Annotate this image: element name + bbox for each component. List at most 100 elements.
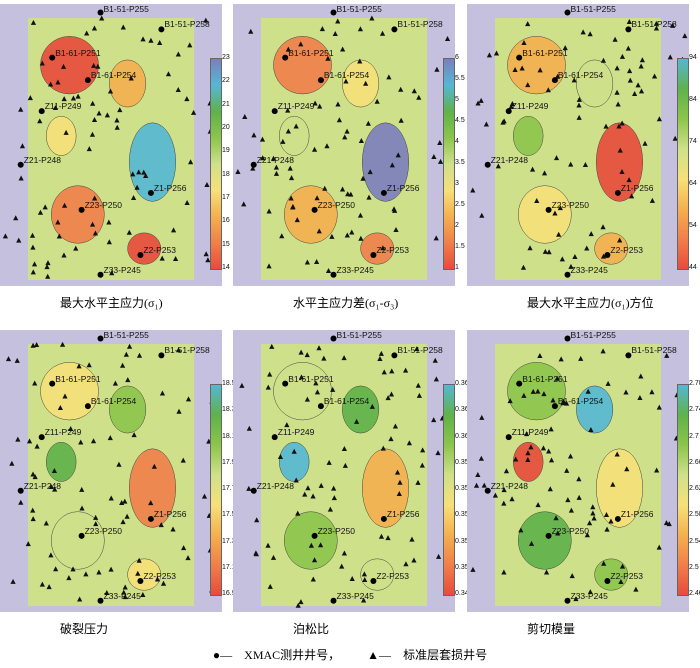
- damaged-well-marker: [473, 482, 480, 488]
- colorbar-tick-label: 1.5: [455, 243, 465, 250]
- contour-region: [507, 362, 566, 421]
- well-label: B1-51-P255: [336, 4, 382, 14]
- xmac-well-marker: [38, 108, 45, 115]
- contour-region: [576, 59, 614, 108]
- damaged-well-marker: [569, 573, 575, 579]
- damaged-well-marker: [563, 400, 570, 406]
- damaged-well-marker: [584, 532, 590, 538]
- damaged-well-marker: [411, 88, 417, 94]
- damaged-well-marker: [642, 140, 648, 146]
- damaged-well-marker: [316, 228, 322, 234]
- damaged-well-marker: [614, 65, 620, 71]
- well-label: B1-61-P254: [557, 396, 604, 407]
- damaged-well-marker: [339, 186, 346, 192]
- colorbar-tick-label: 0.35: [455, 563, 469, 571]
- well-label: Z2-P253: [143, 244, 176, 255]
- damaged-well-marker: [93, 521, 99, 527]
- contour-panel-3: B1-51-P255 B1-51-P258 B1-61-P251 B1-61-P254…: [467, 0, 699, 320]
- damaged-well-marker: [365, 120, 371, 126]
- damaged-well-marker: [626, 177, 632, 183]
- well-label: Z21-P248: [490, 480, 529, 491]
- damaged-well-marker: [416, 392, 422, 398]
- damaged-well-marker: [248, 28, 254, 34]
- contour-region: [50, 185, 105, 244]
- damaged-well-marker: [134, 184, 140, 190]
- xmac-well-marker: [97, 335, 104, 342]
- contour-region: [576, 385, 614, 434]
- damaged-well-marker: [512, 67, 518, 73]
- damaged-well-marker: [241, 201, 247, 207]
- damaged-well-marker: [31, 261, 38, 267]
- damaged-well-marker: [433, 376, 439, 382]
- well-label: B1-61-P251: [288, 47, 334, 58]
- damaged-well-marker: [623, 389, 629, 395]
- damaged-well-marker: [601, 560, 607, 566]
- damaged-well-marker: [317, 103, 323, 109]
- damaged-well-marker: [126, 343, 133, 349]
- damaged-well-marker: [396, 491, 402, 497]
- colorbar-tick-label: 3: [455, 180, 459, 187]
- damaged-well-marker: [576, 102, 582, 108]
- damaged-well-marker: [121, 589, 127, 595]
- damaged-well-marker: [543, 569, 550, 575]
- damaged-well-marker: [285, 128, 291, 134]
- contour-panel-4: B1-51-P255 B1-51-P258 B1-61-P251 B1-61-P254…: [0, 326, 236, 646]
- damaged-well-marker: [304, 396, 310, 402]
- damaged-well-marker: [108, 495, 114, 501]
- damaged-well-marker: [617, 147, 623, 153]
- damaged-well-marker: [314, 259, 320, 265]
- damaged-well-marker: [114, 124, 120, 130]
- xmac-well-marker: [625, 352, 632, 359]
- colorbar-tick-label: 18.5: [222, 380, 236, 387]
- damaged-well-marker: [117, 107, 123, 113]
- colorbar-tick-label: 17.1: [222, 563, 236, 571]
- damaged-well-marker: [42, 204, 48, 210]
- damaged-well-marker: [70, 95, 77, 101]
- xmac-well-marker: [564, 271, 571, 278]
- well-label: Z1-P256: [386, 508, 420, 519]
- damaged-well-marker: [614, 451, 620, 457]
- colorbar-tick-label: 84: [689, 96, 697, 103]
- damaged-well-marker: [148, 37, 154, 43]
- damaged-well-marker: [616, 123, 622, 129]
- damaged-well-marker: [52, 486, 58, 492]
- damaged-well-marker: [576, 476, 582, 482]
- damaged-well-marker: [567, 453, 574, 459]
- damaged-well-marker: [267, 371, 273, 377]
- damaged-well-marker: [656, 116, 662, 122]
- well-label: Z2-P253: [610, 244, 643, 255]
- colorbar-tick-label: 74: [689, 138, 697, 145]
- damaged-well-marker: [627, 77, 633, 83]
- damaged-well-marker: [617, 237, 623, 243]
- xmac-well-marker: [330, 335, 337, 342]
- damaged-well-marker: [573, 596, 579, 602]
- contour-panel-1: B1-51-P255 B1-51-P258 B1-61-P251 B1-61-P254…: [0, 0, 232, 320]
- damaged-well-marker: [525, 82, 531, 88]
- damaged-well-marker: [32, 380, 38, 386]
- damaged-well-marker: [568, 507, 574, 513]
- damaged-well-marker: [76, 363, 82, 369]
- damaged-well-marker: [291, 448, 297, 454]
- damaged-well-marker: [187, 42, 193, 48]
- damaged-well-marker: [478, 97, 484, 103]
- colorbar: [677, 384, 689, 596]
- damaged-well-marker: [546, 448, 552, 454]
- damaged-well-marker: [29, 232, 36, 238]
- damaged-well-marker: [667, 54, 673, 60]
- damaged-well-marker: [357, 26, 364, 32]
- colorbar: [210, 58, 222, 270]
- damaged-well-marker: [165, 71, 172, 77]
- damaged-well-marker: [530, 388, 536, 394]
- xmac-well-marker: [97, 597, 104, 604]
- contour-map: B1-51-P255 B1-51-P258 B1-61-P251 B1-61-P254…: [233, 4, 455, 286]
- colorbar-tick-label: 64: [689, 180, 697, 187]
- panel-caption: 剪切模量: [527, 622, 576, 636]
- circle-symbol: ●—: [212, 648, 233, 662]
- colorbar-tick-label: 5.5: [455, 75, 465, 82]
- damaged-well-marker: [30, 471, 36, 477]
- contour-region: [129, 448, 176, 528]
- contour-region: [50, 511, 105, 570]
- damaged-well-marker: [521, 39, 527, 45]
- damaged-well-marker: [119, 499, 125, 505]
- damaged-well-marker: [84, 30, 90, 36]
